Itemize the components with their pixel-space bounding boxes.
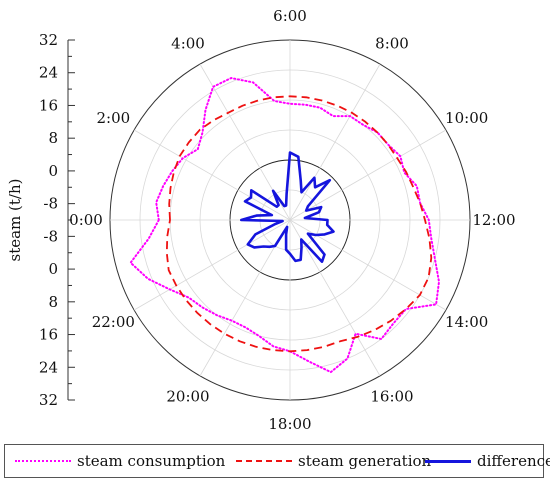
radial-tick-label: 24 (39, 64, 58, 82)
radial-tick-label: 32 (39, 391, 58, 409)
grid-spoke (289, 63, 381, 221)
series-line-difference (240, 151, 335, 263)
radial-tick-label: -8 (43, 227, 58, 245)
legend-swatch-difference (425, 459, 471, 463)
angular-tick-label: 14:00 (445, 313, 488, 331)
radial-tick-label: 8 (48, 293, 58, 311)
angular-tick-label: 0:00 (69, 211, 103, 229)
legend-item-steam-consumption: steam consumption (15, 452, 225, 470)
series-line-steam-consumption (129, 77, 440, 374)
angular-tick-label: 20:00 (166, 388, 209, 406)
angular-tick-label: 22:00 (92, 313, 135, 331)
polar-chart: 32 24 16 8 0 -8 -8 0 8 16 24 32 0:00 2:00 4:00 6:00 8:0… (6, 7, 516, 433)
angular-tick-label: 6:00 (273, 7, 307, 25)
angular-labels: 0:00 2:00 4:00 6:00 8:00 10:00 12:00 14:00 16:00… (69, 7, 515, 433)
chart-legend: steam consumption steam generation diffe… (4, 444, 550, 478)
radial-tick-label: 32 (39, 31, 58, 49)
radial-tick-label: 8 (48, 129, 58, 147)
y-axis-label: steam (t/h) (6, 179, 24, 262)
angular-tick-label: 2:00 (96, 109, 130, 127)
radial-tick-label: 16 (39, 326, 58, 344)
legend-swatch-steam-consumption (15, 460, 71, 462)
angular-tick-label: 18:00 (268, 415, 311, 433)
radial-axis: 32 24 16 8 0 -8 -8 0 8 16 24 32 (39, 31, 75, 409)
angular-tick-label: 10:00 (445, 109, 488, 127)
angular-tick-label: 8:00 (375, 34, 409, 52)
radial-tick-label: 16 (39, 96, 58, 114)
angular-tick-label: 12:00 (472, 211, 515, 229)
angular-tick-label: 4:00 (171, 34, 205, 52)
chart-grid (109, 39, 471, 401)
radial-tick-label: 0 (48, 162, 58, 180)
legend-swatch-steam-generation (236, 460, 292, 462)
chart-series (129, 77, 440, 374)
radial-tick-label: 0 (48, 260, 58, 278)
series-line-steam-generation (165, 95, 433, 353)
radial-tick-label: 24 (39, 358, 58, 376)
legend-item-difference: difference (425, 452, 550, 470)
grid-spoke (289, 129, 447, 221)
legend-item-steam-generation: steam generation (236, 452, 431, 470)
legend-label-difference: difference (477, 452, 550, 470)
legend-label-steam-consumption: steam consumption (77, 452, 226, 470)
grid-spoke (289, 219, 381, 377)
legend-label-steam-generation: steam generation (298, 452, 432, 470)
angular-tick-label: 16:00 (370, 388, 413, 406)
grid-spoke (133, 129, 291, 221)
grid-spoke (133, 219, 291, 311)
radial-tick-label: -8 (43, 195, 58, 213)
